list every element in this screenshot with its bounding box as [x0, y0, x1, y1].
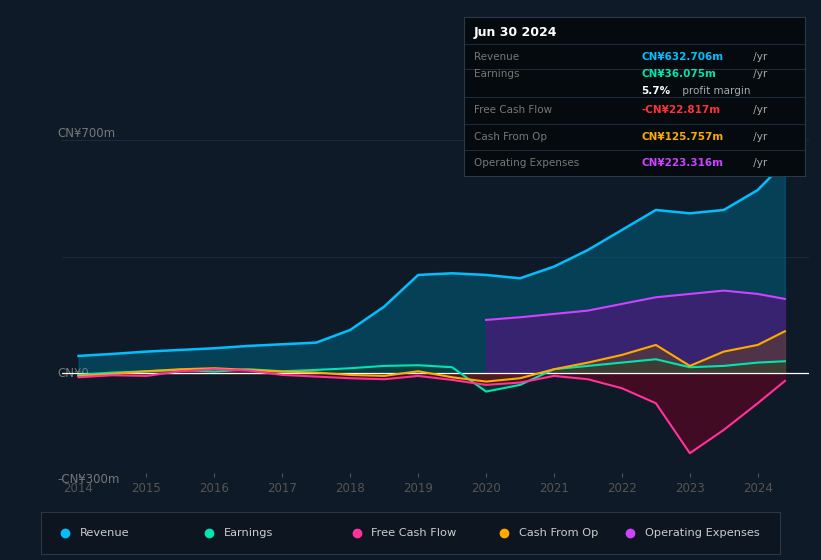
Text: CN¥223.316m: CN¥223.316m [641, 158, 723, 168]
Text: CN¥0: CN¥0 [57, 367, 89, 380]
Text: Earnings: Earnings [474, 69, 520, 80]
Text: CN¥125.757m: CN¥125.757m [641, 132, 723, 142]
Text: /yr: /yr [750, 69, 768, 80]
Text: Earnings: Earnings [223, 529, 273, 538]
Text: Jun 30 2024: Jun 30 2024 [474, 26, 557, 39]
Text: /yr: /yr [750, 105, 768, 115]
Text: CN¥632.706m: CN¥632.706m [641, 53, 723, 63]
Text: -CN¥22.817m: -CN¥22.817m [641, 105, 720, 115]
Text: profit margin: profit margin [678, 86, 750, 96]
Text: Free Cash Flow: Free Cash Flow [371, 529, 456, 538]
Text: 5.7%: 5.7% [641, 86, 670, 96]
Text: Operating Expenses: Operating Expenses [644, 529, 759, 538]
Text: /yr: /yr [750, 158, 768, 168]
Text: CN¥36.075m: CN¥36.075m [641, 69, 716, 80]
Text: Revenue: Revenue [474, 53, 519, 63]
Text: /yr: /yr [750, 132, 768, 142]
Text: Free Cash Flow: Free Cash Flow [474, 105, 553, 115]
Text: Cash From Op: Cash From Op [474, 132, 547, 142]
Text: Operating Expenses: Operating Expenses [474, 158, 580, 168]
Text: -CN¥300m: -CN¥300m [57, 473, 120, 486]
Text: CN¥700m: CN¥700m [57, 127, 116, 140]
Text: Cash From Op: Cash From Op [519, 529, 599, 538]
Text: /yr: /yr [750, 53, 768, 63]
Text: Revenue: Revenue [80, 529, 129, 538]
